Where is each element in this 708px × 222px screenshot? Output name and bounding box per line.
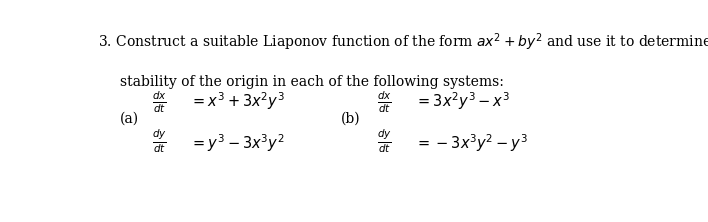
Text: (a): (a) bbox=[120, 112, 139, 126]
Text: $= x^3+3x^2y^3$: $= x^3+3x^2y^3$ bbox=[190, 90, 285, 112]
Text: $= 3x^2y^3-x^3$: $= 3x^2y^3-x^3$ bbox=[415, 90, 510, 112]
Text: $\frac{dy}{dt}$: $\frac{dy}{dt}$ bbox=[152, 127, 166, 155]
Text: $= -3x^3y^2-y^3$: $= -3x^3y^2-y^3$ bbox=[415, 132, 528, 154]
Text: $= y^3-3x^3y^2$: $= y^3-3x^3y^2$ bbox=[190, 132, 285, 154]
Text: $\frac{dx}{dt}$: $\frac{dx}{dt}$ bbox=[377, 90, 392, 115]
Text: $\frac{dy}{dt}$: $\frac{dy}{dt}$ bbox=[377, 127, 392, 155]
Text: (b): (b) bbox=[341, 112, 360, 126]
Text: 3. Construct a suitable Liaponov function of the form $ax^{2}+by^{2}$ and use it: 3. Construct a suitable Liaponov functio… bbox=[98, 32, 708, 53]
Text: $\frac{dx}{dt}$: $\frac{dx}{dt}$ bbox=[152, 90, 166, 115]
Text: stability of the origin in each of the following systems:: stability of the origin in each of the f… bbox=[120, 75, 504, 89]
